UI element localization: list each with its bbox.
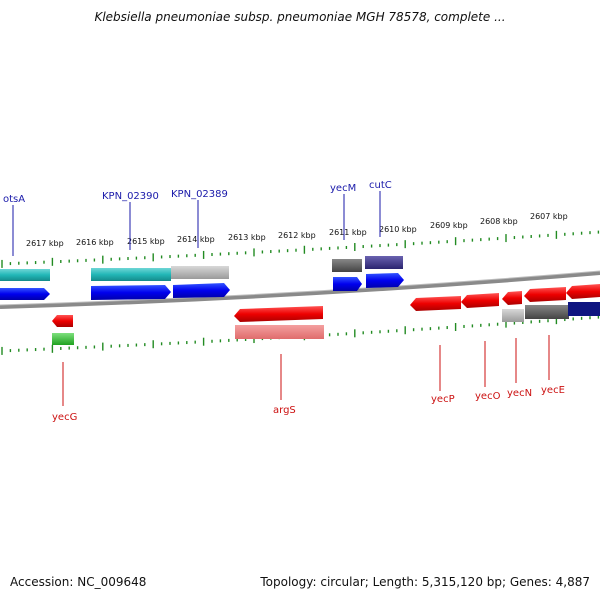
- scale-label: 2612 kbp: [278, 231, 316, 240]
- scale-label: 2614 kbp: [177, 235, 215, 244]
- gene-yecN-arrow: [502, 291, 522, 305]
- accession-text: Accession: NC_009648: [10, 575, 147, 589]
- genome-summary-text: Topology: circular; Length: 5,315,120 bp…: [260, 575, 590, 589]
- gene-yecP-arrow: [410, 296, 461, 311]
- bottom-strand-features: [52, 284, 600, 345]
- gene-label-yecO: yecO: [475, 391, 501, 402]
- gene-label-argS: argS: [273, 405, 296, 416]
- scale-label: 2617 kbp: [26, 239, 64, 248]
- gene-KPN_02389-arrow: [173, 283, 230, 298]
- gene-label-yecN: yecN: [507, 388, 532, 399]
- bottom-gene-labels: yecG argS yecP yecO yecN yecE: [52, 335, 565, 423]
- gene-label-cutC: cutC: [369, 180, 392, 191]
- gene-yecG-bar: [52, 333, 74, 345]
- gene-argS-arrow: [234, 306, 323, 322]
- genome-backbone: [0, 271, 600, 309]
- gene-yecM-arrow: [333, 277, 362, 291]
- scale-label: 2616 kbp: [76, 238, 114, 247]
- scale-labels: 2617 kbp 2616 kbp 2615 kbp 2614 kbp 2613…: [26, 212, 568, 248]
- gene-label-KPN_02389: KPN_02389: [171, 189, 228, 200]
- gene-label-yecM: yecM: [330, 183, 356, 194]
- gene-edge-arrow: [566, 284, 600, 299]
- gene-label-yecG: yecG: [52, 412, 77, 423]
- scale-label: 2607 kbp: [530, 212, 568, 221]
- gene-argS-bar: [235, 325, 324, 339]
- gene-label-otsA: otsA: [3, 194, 25, 205]
- scale-label: 2613 kbp: [228, 233, 266, 242]
- gene-yecE-arrow: [524, 287, 566, 302]
- gene-cutC-arrow: [366, 273, 404, 288]
- gene-yecN-bar: [502, 309, 524, 322]
- gene-yecG-arrow: [52, 315, 73, 327]
- gene-label-KPN_02390: KPN_02390: [102, 191, 159, 202]
- map-title: Klebsiella pneumoniae subsp. pneumoniae …: [94, 10, 506, 24]
- gene-otsA-bar: [0, 269, 50, 281]
- upper-scale-ticks: [1, 230, 600, 268]
- gene-KPN_02390-bar: [91, 268, 171, 281]
- gene-otsA-arrow: [0, 288, 50, 300]
- scale-label: 2615 kbp: [127, 237, 165, 246]
- top-strand-features: [0, 256, 404, 300]
- gene-label-yecP: yecP: [431, 394, 455, 405]
- scale-label: 2611 kbp: [329, 228, 367, 237]
- gene-yecM-bar: [332, 259, 362, 272]
- gene-yecO-arrow: [461, 293, 499, 308]
- scale-label: 2608 kbp: [480, 217, 518, 226]
- gene-edge-bar: [568, 302, 600, 316]
- gene-cutC-bar: [365, 256, 403, 269]
- scale-label: 2609 kbp: [430, 221, 468, 230]
- gene-label-yecE: yecE: [541, 385, 565, 396]
- gene-yecE-bar: [525, 305, 569, 319]
- scale-label: 2610 kbp: [379, 225, 417, 234]
- top-gene-labels: otsA KPN_02390 KPN_02389 yecM cutC: [3, 180, 392, 256]
- gene-KPN_02390-arrow: [91, 285, 171, 300]
- gene-KPN_02389-bar: [171, 266, 229, 279]
